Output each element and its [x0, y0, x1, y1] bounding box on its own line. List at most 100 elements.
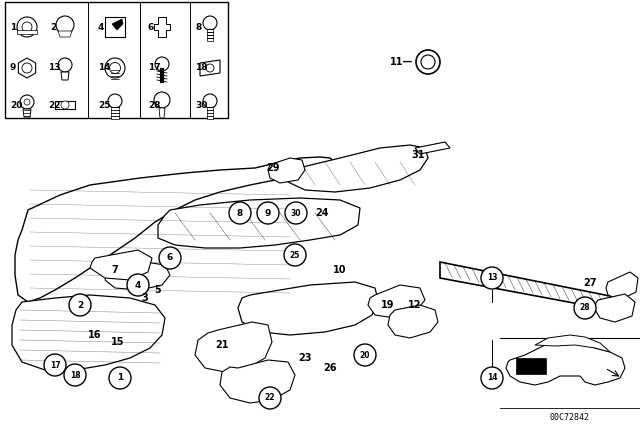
Circle shape — [206, 64, 214, 72]
Polygon shape — [12, 295, 165, 370]
Circle shape — [56, 16, 74, 34]
Circle shape — [64, 364, 86, 386]
Circle shape — [421, 55, 435, 69]
Text: 20: 20 — [10, 100, 22, 109]
Text: 3: 3 — [141, 293, 148, 303]
Polygon shape — [5, 2, 228, 118]
Polygon shape — [61, 72, 69, 80]
Circle shape — [285, 202, 307, 224]
Polygon shape — [55, 101, 75, 109]
Text: 17: 17 — [148, 64, 161, 73]
Text: 24: 24 — [316, 208, 329, 218]
Text: 6: 6 — [148, 22, 154, 31]
Circle shape — [229, 202, 251, 224]
Polygon shape — [286, 145, 428, 192]
Circle shape — [203, 16, 217, 30]
Circle shape — [155, 57, 169, 71]
Text: 7: 7 — [111, 265, 118, 275]
Text: 21: 21 — [215, 340, 228, 350]
Polygon shape — [105, 262, 170, 290]
Circle shape — [69, 294, 91, 316]
Circle shape — [284, 244, 306, 266]
Text: 18: 18 — [195, 64, 207, 73]
Polygon shape — [535, 335, 610, 352]
Polygon shape — [15, 157, 335, 302]
Circle shape — [354, 344, 376, 366]
Text: 22: 22 — [265, 393, 275, 402]
Circle shape — [259, 387, 281, 409]
Text: 20: 20 — [360, 350, 371, 359]
Text: 15: 15 — [111, 337, 125, 347]
Polygon shape — [159, 108, 165, 118]
Polygon shape — [220, 360, 295, 403]
Text: 13: 13 — [487, 273, 497, 283]
Text: 22: 22 — [48, 100, 61, 109]
Polygon shape — [207, 107, 213, 119]
Text: 6: 6 — [167, 254, 173, 263]
Text: 8: 8 — [195, 22, 201, 31]
Circle shape — [127, 274, 149, 296]
Circle shape — [105, 58, 125, 78]
Text: 23: 23 — [298, 353, 312, 363]
Circle shape — [109, 367, 131, 389]
Polygon shape — [200, 60, 220, 76]
Text: 26: 26 — [323, 363, 337, 373]
Circle shape — [203, 94, 217, 108]
Text: 14: 14 — [487, 374, 497, 383]
Circle shape — [58, 58, 72, 72]
Polygon shape — [268, 158, 305, 183]
Polygon shape — [23, 109, 31, 117]
Circle shape — [20, 95, 34, 109]
Text: 5: 5 — [155, 285, 161, 295]
Polygon shape — [415, 142, 450, 154]
Polygon shape — [606, 272, 638, 300]
Polygon shape — [238, 282, 378, 335]
Circle shape — [257, 202, 279, 224]
Circle shape — [416, 50, 440, 74]
Polygon shape — [594, 294, 635, 322]
Text: 1: 1 — [117, 374, 123, 383]
Polygon shape — [111, 107, 119, 119]
Text: 4: 4 — [98, 22, 104, 31]
Text: 25: 25 — [98, 100, 111, 109]
Polygon shape — [158, 198, 360, 248]
Circle shape — [22, 63, 32, 73]
Circle shape — [24, 99, 30, 105]
Text: 30: 30 — [291, 208, 301, 217]
Text: 28: 28 — [148, 100, 161, 109]
Text: 16: 16 — [88, 330, 102, 340]
Text: 2: 2 — [77, 301, 83, 310]
Polygon shape — [90, 250, 152, 280]
Circle shape — [22, 22, 32, 32]
Text: 1: 1 — [10, 22, 16, 31]
Circle shape — [109, 63, 120, 73]
Polygon shape — [105, 17, 125, 37]
Polygon shape — [506, 340, 625, 385]
Polygon shape — [154, 17, 170, 37]
Text: 2: 2 — [50, 22, 56, 31]
Circle shape — [481, 367, 503, 389]
Circle shape — [574, 297, 596, 319]
Text: 27: 27 — [583, 278, 596, 288]
Text: 28: 28 — [580, 303, 590, 313]
Polygon shape — [368, 285, 425, 318]
Circle shape — [17, 17, 37, 37]
Polygon shape — [207, 29, 213, 41]
Text: 17: 17 — [50, 361, 60, 370]
Polygon shape — [17, 30, 37, 34]
Text: 30: 30 — [195, 100, 207, 109]
Polygon shape — [58, 31, 72, 37]
Circle shape — [154, 92, 170, 108]
Text: 11—: 11— — [390, 57, 413, 67]
Circle shape — [481, 267, 503, 289]
Polygon shape — [440, 262, 622, 312]
Polygon shape — [195, 322, 272, 372]
Circle shape — [61, 101, 69, 109]
Polygon shape — [112, 19, 123, 30]
Text: 8: 8 — [237, 208, 243, 217]
Text: 29: 29 — [266, 163, 280, 173]
Polygon shape — [388, 305, 438, 338]
Circle shape — [108, 94, 122, 108]
Text: 12: 12 — [408, 300, 422, 310]
Bar — [516, 358, 546, 374]
